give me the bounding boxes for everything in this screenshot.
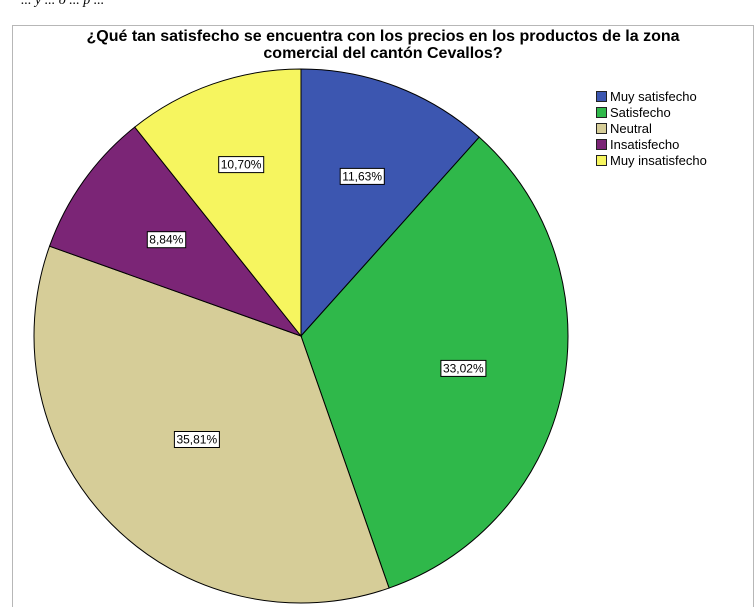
legend-item: Neutral	[596, 120, 707, 136]
slice-data-label-text: 11,63%	[342, 169, 382, 183]
slice-data-label-box	[218, 156, 265, 174]
slice-data-label-text: 10,70%	[221, 158, 262, 172]
legend-item: Insatisfecho	[596, 136, 707, 152]
legend-label: Muy insatisfecho	[610, 152, 707, 168]
chart-title-line-2: comercial del cantón Cevallos?	[263, 45, 503, 62]
slice-data-label-text: 33,02%	[443, 361, 484, 375]
chart-legend: Muy satisfecho Satisfecho Neutral Insati…	[596, 88, 707, 168]
legend-swatch	[596, 122, 607, 134]
slice-data-label: 10,70%	[218, 156, 265, 174]
slice-data-label: 8,84%	[146, 231, 187, 249]
slice-data-label-text: 8,84%	[149, 233, 183, 247]
legend-label: Satisfecho	[610, 104, 671, 120]
legend-swatch	[596, 138, 607, 150]
slice-data-label: 11,63%	[339, 167, 385, 185]
legend-swatch	[596, 154, 607, 166]
legend-swatch	[596, 90, 607, 102]
slice-data-label-box	[146, 231, 187, 249]
slice-data-label: 33,02%	[440, 359, 487, 377]
chart-title-line-1: ¿Qué tan satisfecho se encuentra con los…	[86, 28, 680, 45]
pie-slice	[33, 245, 390, 604]
slice-data-label-box	[440, 359, 487, 377]
slice-data-label-text: 35,81%	[176, 433, 217, 447]
legend-item: Muy satisfecho	[596, 88, 707, 104]
chart-title: ¿Qué tan satisfecho se encuentra con los…	[12, 28, 754, 62]
legend-item: Muy insatisfecho	[596, 152, 707, 168]
legend-item: Satisfecho	[596, 104, 707, 120]
legend-label: Muy satisfecho	[610, 88, 697, 104]
pie-slice	[300, 68, 480, 338]
legend-swatch	[596, 106, 607, 118]
legend-label: Neutral	[610, 120, 652, 136]
slice-data-label-box	[173, 431, 220, 448]
pie-slice	[300, 136, 569, 589]
slice-data-label: 35,81%	[173, 431, 220, 448]
slice-data-label-box	[339, 167, 385, 185]
figure-caption: ... y ... o ... p ...	[21, 0, 105, 8]
legend-label: Insatisfecho	[610, 136, 680, 152]
pie-slice	[134, 68, 302, 338]
